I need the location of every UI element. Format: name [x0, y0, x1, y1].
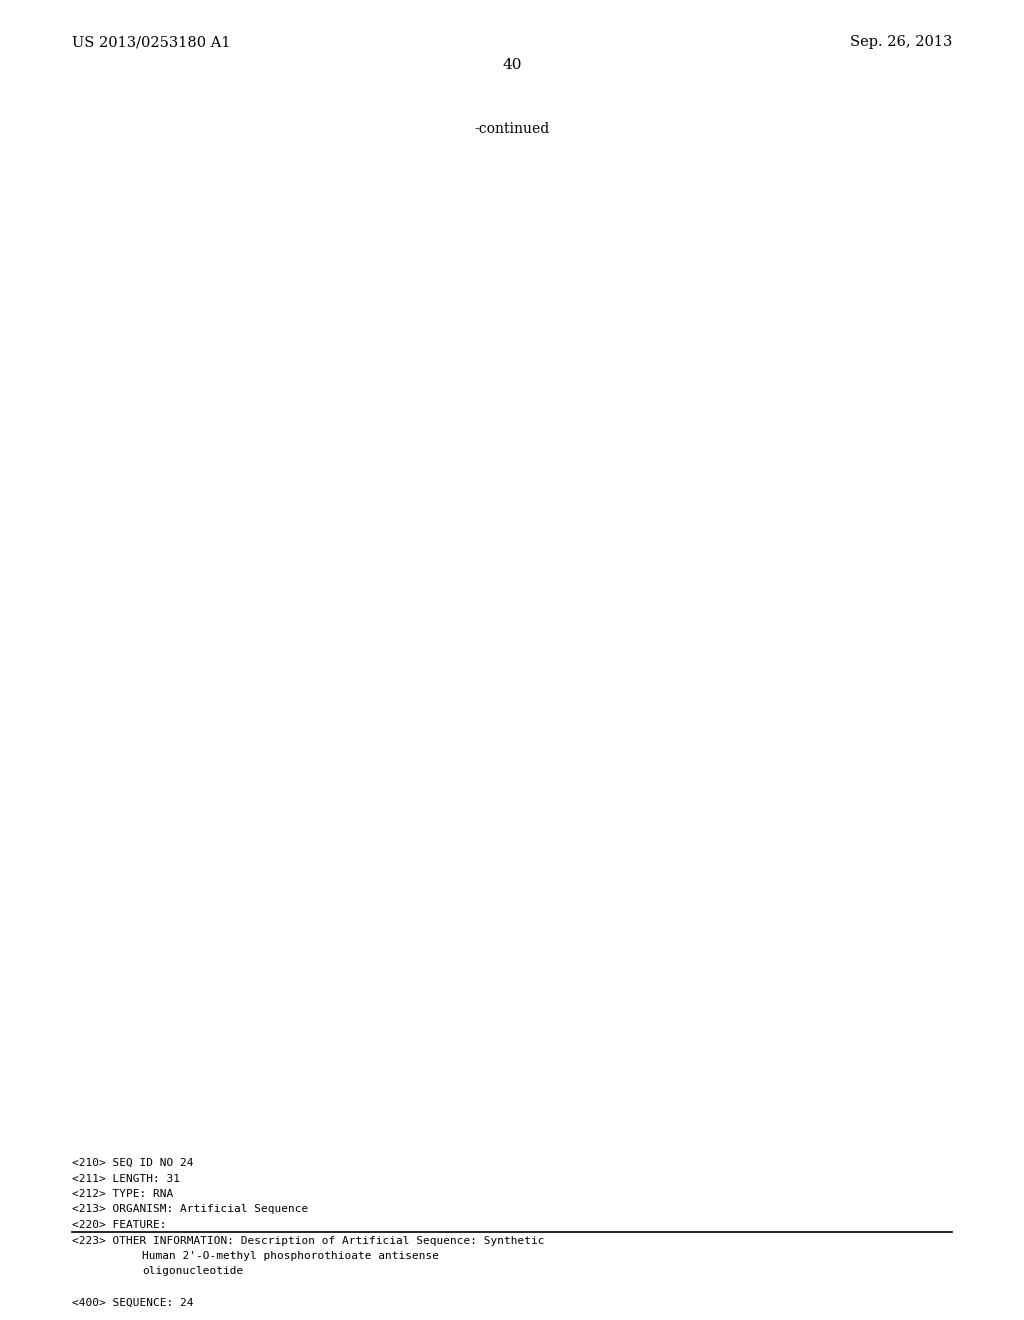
Text: US 2013/0253180 A1: US 2013/0253180 A1: [72, 36, 230, 49]
Text: 40: 40: [502, 58, 522, 73]
Text: <220> FEATURE:: <220> FEATURE:: [72, 1220, 167, 1230]
Text: <400> SEQUENCE: 24: <400> SEQUENCE: 24: [72, 1298, 194, 1308]
Text: <210> SEQ ID NO 24: <210> SEQ ID NO 24: [72, 1158, 194, 1168]
Text: <223> OTHER INFORMATION: Description of Artificial Sequence: Synthetic: <223> OTHER INFORMATION: Description of …: [72, 1236, 545, 1246]
Text: oligonucleotide: oligonucleotide: [142, 1266, 244, 1276]
Text: Human 2'-O-methyl phosphorothioate antisense: Human 2'-O-methyl phosphorothioate antis…: [142, 1251, 439, 1261]
Text: <211> LENGTH: 31: <211> LENGTH: 31: [72, 1173, 180, 1184]
Text: <213> ORGANISM: Artificial Sequence: <213> ORGANISM: Artificial Sequence: [72, 1204, 308, 1214]
Text: Sep. 26, 2013: Sep. 26, 2013: [850, 36, 952, 49]
Text: <212> TYPE: RNA: <212> TYPE: RNA: [72, 1189, 173, 1199]
Text: -continued: -continued: [474, 121, 550, 136]
